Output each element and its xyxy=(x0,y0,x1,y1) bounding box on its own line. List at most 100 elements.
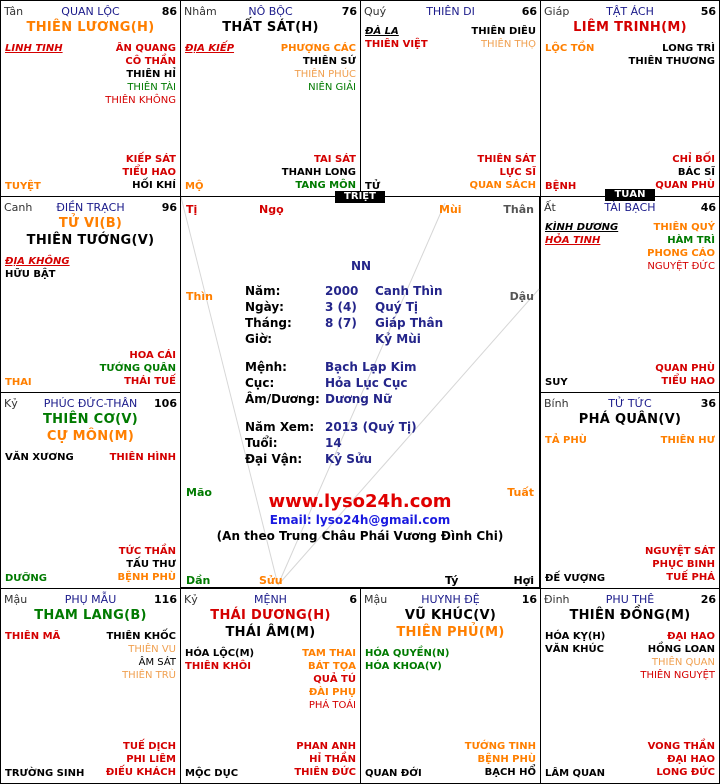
life-stage: TUYỆT xyxy=(5,181,41,192)
palace-name: THIÊN DI xyxy=(426,5,475,18)
left-stars: ĐỊA KIẾP xyxy=(185,42,234,55)
info-value: 14 xyxy=(325,436,342,450)
main-stars: THIÊN ĐỒNG(M) xyxy=(541,607,719,624)
cycle-star: BỆNH PHÙ xyxy=(117,572,177,583)
main-star: PHÁ QUÂN(V) xyxy=(578,412,682,427)
info-value-2: Quý Tị xyxy=(375,300,419,314)
minor-star: CÔ THẦN xyxy=(125,56,176,67)
palace-header: Giáp TẬT ÁCH 56 xyxy=(544,5,716,19)
minor-star: HÀM TRÌ xyxy=(667,235,715,246)
heavenly-stem: Mậu xyxy=(364,593,388,606)
right-stars: ÂN QUANG CÔ THẦN THIÊN HỈ THIÊN TÀI THIÊN KH… xyxy=(105,42,176,107)
minor-star: THIÊN PHÚC xyxy=(294,69,356,80)
palace-dau: Ất TÀI BẠCH 46 KÌNH DƯƠNG HỎA TINH THIÊN QUÝ H… xyxy=(540,196,720,393)
method-note: (An theo Trung Châu Phái Vương Đình Chi) xyxy=(216,529,504,543)
life-stage: TRƯỜNG SINH xyxy=(5,768,85,779)
minor-star: HÓA KỴ(H) xyxy=(545,631,606,642)
cycle-stars: TƯỚNG TINH BỆNH PHÙ BẠCH HỔ xyxy=(465,740,536,779)
info-value: 2000 xyxy=(325,284,359,298)
life-stage: LÂM QUAN xyxy=(545,768,605,779)
main-star: TỬ VI(B) xyxy=(58,216,123,231)
main-stars: PHÁ QUÂN(V) xyxy=(541,411,719,428)
palace-name: TÀI BẠCH xyxy=(604,201,656,214)
left-stars: HÓA LỘC(M) THIÊN KHÔI xyxy=(185,647,254,673)
minor-star: PHƯỢNG CÁC xyxy=(280,43,356,54)
cycle-star: KIẾP SÁT xyxy=(125,154,176,165)
palace-name: PHỤ MẪU xyxy=(64,593,117,606)
minor-star: ĐỊA KIẾP xyxy=(185,43,235,54)
minor-star: THIÊN NGUYỆT xyxy=(640,670,715,681)
minor-star: THIÊN KHỐC xyxy=(106,631,176,642)
left-stars: LINH TINH xyxy=(5,42,63,55)
aspect-lines xyxy=(181,197,540,586)
cycle-star: THÁI TUẾ xyxy=(124,376,176,387)
palace-mui: Quý THIÊN DI 66 ĐÀ LA THIÊN VIỆT THIÊN DIÊU TH… xyxy=(360,0,541,197)
left-stars: ĐỊA KHÔNG HỮU BẬT xyxy=(5,255,70,281)
cycle-stars: TAI SÁT THANH LONG TANG MÔN xyxy=(282,153,356,192)
palace-header: Bính TỬ TỨC 36 xyxy=(544,397,716,411)
info-value: Hỏa Lục Cục xyxy=(325,376,408,390)
minor-star: THIÊN THỌ xyxy=(480,39,536,50)
heavenly-stem: Đinh xyxy=(544,593,570,606)
minor-star: ÂM SÁT xyxy=(138,657,176,668)
minor-star: KÌNH DƯƠNG xyxy=(545,222,619,233)
cycle-star: THIÊN SÁT xyxy=(477,154,536,165)
life-stage: QUAN ĐỚI xyxy=(365,768,422,779)
cycle-star: TUẾ PHÁ xyxy=(666,572,715,583)
info-label: Mệnh: xyxy=(245,360,287,374)
palace-age: 26 xyxy=(700,593,716,606)
main-stars: TỬ VI(B) THIÊN TƯỚNG(V) xyxy=(1,215,180,249)
minor-star: THIÊN SỨ xyxy=(302,56,356,67)
cycle-star: THIÊN ĐỨC xyxy=(294,767,356,778)
cycle-star: QUAN PHÙ xyxy=(655,180,715,191)
cycle-star: HỐI KHÍ xyxy=(132,180,176,191)
left-stars: ĐÀ LA THIÊN VIỆT xyxy=(365,25,428,51)
cycle-star: PHỤC BINH xyxy=(652,559,715,570)
branch-suu: Sửu xyxy=(259,574,283,587)
minor-star: HỎA TINH xyxy=(545,235,601,246)
branch-than: Thân xyxy=(503,203,534,216)
minor-star: THIÊN QUÝ xyxy=(653,222,715,233)
cycle-star: BỆNH PHÙ xyxy=(477,754,537,765)
heavenly-stem: Giáp xyxy=(544,5,570,18)
palace-age: 66 xyxy=(521,5,537,18)
cycle-star: HỈ THẦN xyxy=(309,754,356,765)
info-value: 8 (7) xyxy=(325,316,357,330)
minor-star: ĐẠI HAO xyxy=(667,631,715,642)
cycle-star: TƯỚNG TINH xyxy=(464,741,536,752)
cycle-stars: HOA CÁI TƯỚNG QUÂN THÁI TUẾ xyxy=(100,349,176,388)
main-star: CỰ MÔN(M) xyxy=(46,429,135,444)
main-star: THAM LANG(B) xyxy=(34,608,147,623)
branch-tuat: Tuất xyxy=(507,486,534,499)
minor-star: HỒNG LOAN xyxy=(647,644,715,655)
palace-age: 106 xyxy=(154,397,177,410)
main-star: THÁI ÂM(M) xyxy=(225,625,316,640)
info-value-2: Canh Thìn xyxy=(375,284,443,298)
cycle-star: BÁC SĨ xyxy=(677,167,715,178)
minor-star: HÓA LỘC(M) xyxy=(185,648,255,659)
cycle-star: QUAN SÁCH xyxy=(469,180,536,191)
palace-ti: Mậu HUYNH ĐỆ 16 VŨ KHÚC(V) THIÊN PHỦ(M) HÓA Q… xyxy=(360,588,541,784)
minor-star: HÓA QUYỀN(N) xyxy=(365,648,450,659)
info-label: Năm: xyxy=(245,284,281,298)
cycle-stars: NGUYỆT SÁT PHỤC BINH TUẾ PHÁ xyxy=(645,545,715,584)
cycle-star: TIỂU HAO xyxy=(122,167,176,178)
info-label: Đại Vận: xyxy=(245,452,303,466)
minor-star: THIÊN DIÊU xyxy=(471,26,536,37)
cycle-star: TỨC THẦN xyxy=(118,546,176,557)
email-text: Email: lyso24h@gmail.com xyxy=(269,513,451,527)
cycle-stars: QUAN PHÙ TIỂU HAO xyxy=(655,362,715,388)
life-stage: ĐẾ VƯỢNG xyxy=(545,573,606,584)
palace-thin: Canh ĐIỀN TRẠCH 96 TỬ VI(B) THIÊN TƯỚNG(V) ĐỊ… xyxy=(0,196,181,393)
life-stage: MỘ xyxy=(185,181,204,192)
main-stars: THIÊN LƯƠNG(H) xyxy=(1,19,180,36)
cycle-star: ĐIẾU KHÁCH xyxy=(105,767,176,778)
minor-star: NIÊN GIẢI xyxy=(308,82,356,93)
heavenly-stem: Bính xyxy=(544,397,569,410)
site-link[interactable]: www.lyso24h.com xyxy=(268,491,452,512)
palace-name: HUYNH ĐỆ xyxy=(421,593,480,606)
minor-star: LONG TRÌ xyxy=(662,43,715,54)
cycle-stars: TUẾ DỊCH PHI LIÊM ĐIẾU KHÁCH xyxy=(106,740,176,779)
palace-header: Kỷ PHÚC ĐỨC-THÂN 106 xyxy=(4,397,177,411)
palace-age: 6 xyxy=(349,593,357,606)
